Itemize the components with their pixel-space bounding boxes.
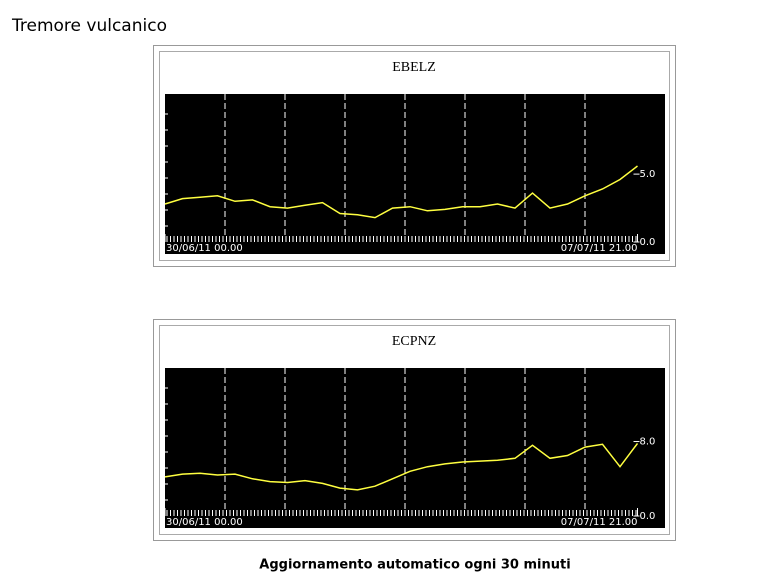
y-tick-label: 0.0 [640,511,656,522]
data-line [164,165,638,219]
x-tick-label: 07/07/11 21.00 [561,243,638,254]
x-tick-label: 30/06/11 00.00 [166,517,243,528]
data-line [164,442,639,491]
plot-area [165,94,665,254]
footer: Aggiornamento automatico ogni 30 minuti [259,558,570,573]
y-tick-label: 8.0 [640,437,656,448]
y-tick-label: 5.0 [640,169,656,180]
page-title: Tremore vulcanico [11,16,167,36]
chart-title: EBELZ [392,60,436,75]
x-tick-label: 07/07/11 21.00 [561,517,638,528]
y-tick-label: 0.0 [640,237,656,248]
chart-title: ECPNZ [392,334,436,349]
x-tick-label: 30/06/11 00.00 [166,243,243,254]
plot-area [165,368,665,528]
